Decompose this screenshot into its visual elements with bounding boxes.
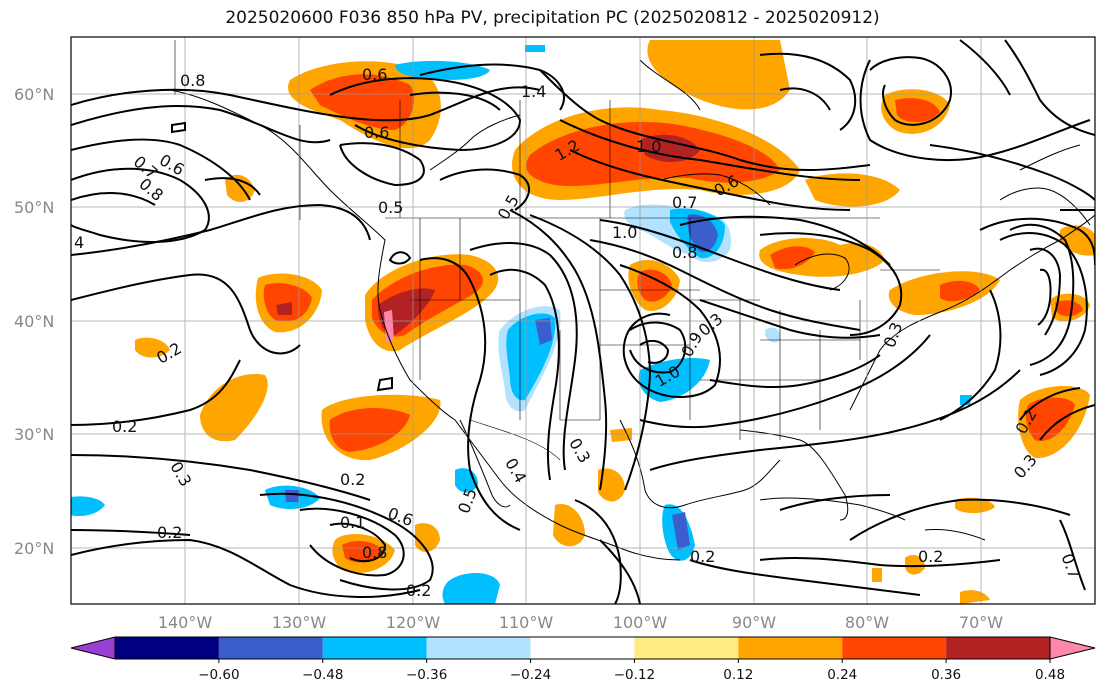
colorbar-tick-label: 0.48 bbox=[1035, 667, 1065, 683]
colorbar-swatch bbox=[946, 637, 1050, 659]
lon-tick-label: 140°W bbox=[158, 613, 213, 632]
lon-tick-label: 70°W bbox=[959, 613, 1003, 632]
lon-tick-label: 80°W bbox=[845, 613, 889, 632]
contour-label: 0.8 bbox=[180, 71, 205, 90]
lat-tick-label: 30°N bbox=[14, 425, 54, 444]
lat-tick-label: 20°N bbox=[14, 539, 54, 558]
colorbar-tick-label: −0.36 bbox=[406, 667, 447, 683]
contour-label: 0.6 bbox=[364, 123, 389, 142]
contour-label: 0.2 bbox=[157, 523, 182, 542]
map-area: 0.8 0.6 1.4 0.6 0.6 0.7 0.8 0.5 0.5 1.2 … bbox=[71, 37, 1095, 604]
lon-tick-labels: 140°W 130°W 120°W 110°W 100°W 90°W 80°W … bbox=[158, 613, 1003, 632]
contour-label: 0.6 bbox=[362, 65, 387, 84]
colorbar-swatch bbox=[738, 637, 843, 659]
colorbar-tick-label: −0.24 bbox=[510, 667, 551, 683]
colorbar-tick-label: −0.12 bbox=[614, 667, 655, 683]
colorbar-extend-low bbox=[70, 636, 116, 660]
colorbar-extend-high bbox=[1049, 636, 1096, 660]
pv-contours bbox=[71, 39, 1095, 604]
contour-label: 0.2 bbox=[406, 581, 431, 600]
state-borders bbox=[174, 40, 940, 461]
colorbar-swatch bbox=[530, 637, 635, 659]
colorbar-swatch bbox=[634, 637, 739, 659]
contour-label: 1.4 bbox=[521, 82, 546, 101]
lon-tick-label: 130°W bbox=[272, 613, 327, 632]
colorbar: −0.60 −0.48 −0.36 −0.24 −0.12 0.12 0.24 0.36 0.4… bbox=[70, 636, 1096, 683]
colorbar-tick-label: 0.12 bbox=[723, 667, 753, 683]
colorbar-tick-label: 0.24 bbox=[827, 667, 857, 683]
contour-label: 1.0 bbox=[612, 223, 637, 242]
map-frame bbox=[70, 36, 1096, 605]
contour-label: 1.0 bbox=[636, 137, 661, 156]
contour-label: 0.5 bbox=[378, 198, 403, 217]
contour-label: 0.2 bbox=[918, 547, 943, 566]
contour-label: 0.8 bbox=[672, 243, 697, 262]
lat-tick-label: 50°N bbox=[14, 198, 54, 217]
colorbar-swatch bbox=[218, 637, 323, 659]
colorbar-swatch bbox=[426, 637, 531, 659]
lon-tick-label: 90°W bbox=[732, 613, 776, 632]
chart-title: 2025020600 F036 850 hPa PV, precipitatio… bbox=[225, 8, 880, 28]
colorbar-tick-label: 0.36 bbox=[931, 667, 961, 683]
lat-tick-labels: 60°N 50°N 40°N 30°N 20°N bbox=[14, 85, 54, 558]
contour-label: 0.2 bbox=[690, 547, 715, 566]
colorbar-swatch bbox=[322, 637, 427, 659]
precip-shading bbox=[71, 40, 1095, 604]
contour-label: 0.1 bbox=[340, 513, 365, 532]
colorbar-swatch bbox=[842, 637, 947, 659]
lat-tick-label: 60°N bbox=[14, 85, 54, 104]
colorbar-tick-label: −0.60 bbox=[198, 667, 239, 683]
colorbar-frame bbox=[114, 636, 1051, 660]
lon-tick-label: 100°W bbox=[613, 613, 668, 632]
contour-label: 0.7 bbox=[672, 193, 697, 212]
contour-label: 0.2 bbox=[340, 470, 365, 489]
contour-label: 0.8 bbox=[362, 543, 387, 562]
lon-tick-label: 120°W bbox=[386, 613, 441, 632]
lat-tick-label: 40°N bbox=[14, 312, 54, 331]
contour-label: 4 bbox=[74, 233, 84, 252]
colorbar-swatch bbox=[115, 637, 219, 659]
lon-tick-label: 110°W bbox=[499, 613, 554, 632]
colorbar-tick-label: −0.48 bbox=[302, 667, 343, 683]
contour-label: 0.2 bbox=[112, 417, 137, 436]
